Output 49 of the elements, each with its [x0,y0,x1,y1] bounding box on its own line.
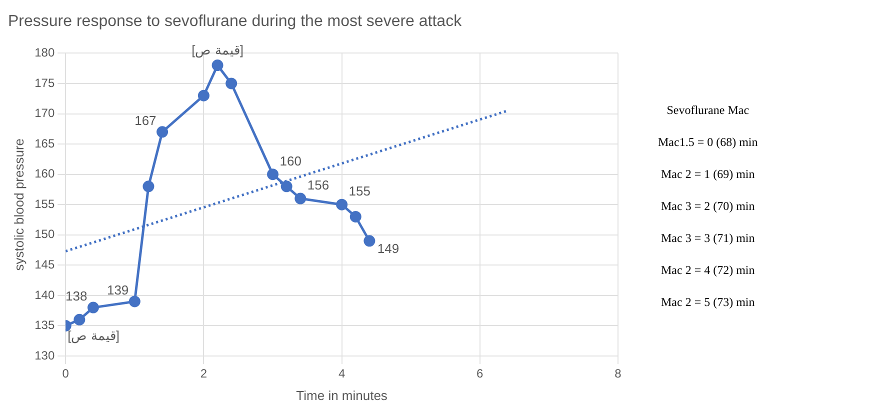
data-label: 156 [307,178,330,193]
point [142,180,154,192]
point [336,198,348,210]
data-label: 167 [134,113,156,128]
text: Mac1.5 = 0 (68) min [658,135,758,150]
data-label: [قيمة ص] [68,328,120,344]
data-label: 160 [280,153,302,168]
y-tick-label: 180 [34,46,55,60]
point [87,302,99,314]
y-tick-label: 170 [34,106,55,120]
x-axis-title: Time in minutes [296,388,388,403]
chart-title: Pressure response to sevoflurane during the most severe attack [8,13,463,30]
y-axis-title: systolic blood pressure [11,138,26,271]
point [74,314,86,326]
y-tick-label: 140 [34,288,55,302]
x-tick-label: 2 [200,366,208,381]
point [128,296,140,308]
y-tick-label: 160 [34,166,55,181]
y-tick-label: 175 [34,76,55,90]
point [212,60,224,72]
point [294,192,306,204]
data-label: [قيمة ص] [192,42,244,58]
y-tick-label: 150 [34,227,55,242]
x-tick-label: 4 [338,366,346,381]
data-label: 155 [348,184,371,199]
data-label: 149 [377,241,400,256]
point [350,210,362,222]
y-tick-label: 130 [34,348,55,362]
y-tick-label: 155 [34,196,55,211]
text: Sevoflurane Mac [666,103,750,118]
x-tick-label: 8 [614,366,622,381]
data-label: 139 [106,282,129,298]
text: Mac 2 = 1 (69) min [660,167,756,182]
point [280,180,292,192]
point [267,168,279,180]
point [226,78,238,90]
y-tick-label: 135 [34,318,55,332]
y-tick-label: 165 [34,136,55,150]
x-tick-label: 6 [476,366,484,381]
data-label: 138 [66,288,88,304]
text: Mac 3 = 2 (70) min [660,199,756,214]
x-tick-label: 0 [62,366,70,381]
y-tick-label: 145 [34,257,55,272]
point [156,126,168,138]
point [198,90,210,102]
text: Mac 2 = 5 (73) min [660,295,756,310]
point [364,235,376,247]
text: Mac 2 = 4 (72) min [660,263,756,278]
text: Mac 3 = 3 (71) min [660,231,756,246]
